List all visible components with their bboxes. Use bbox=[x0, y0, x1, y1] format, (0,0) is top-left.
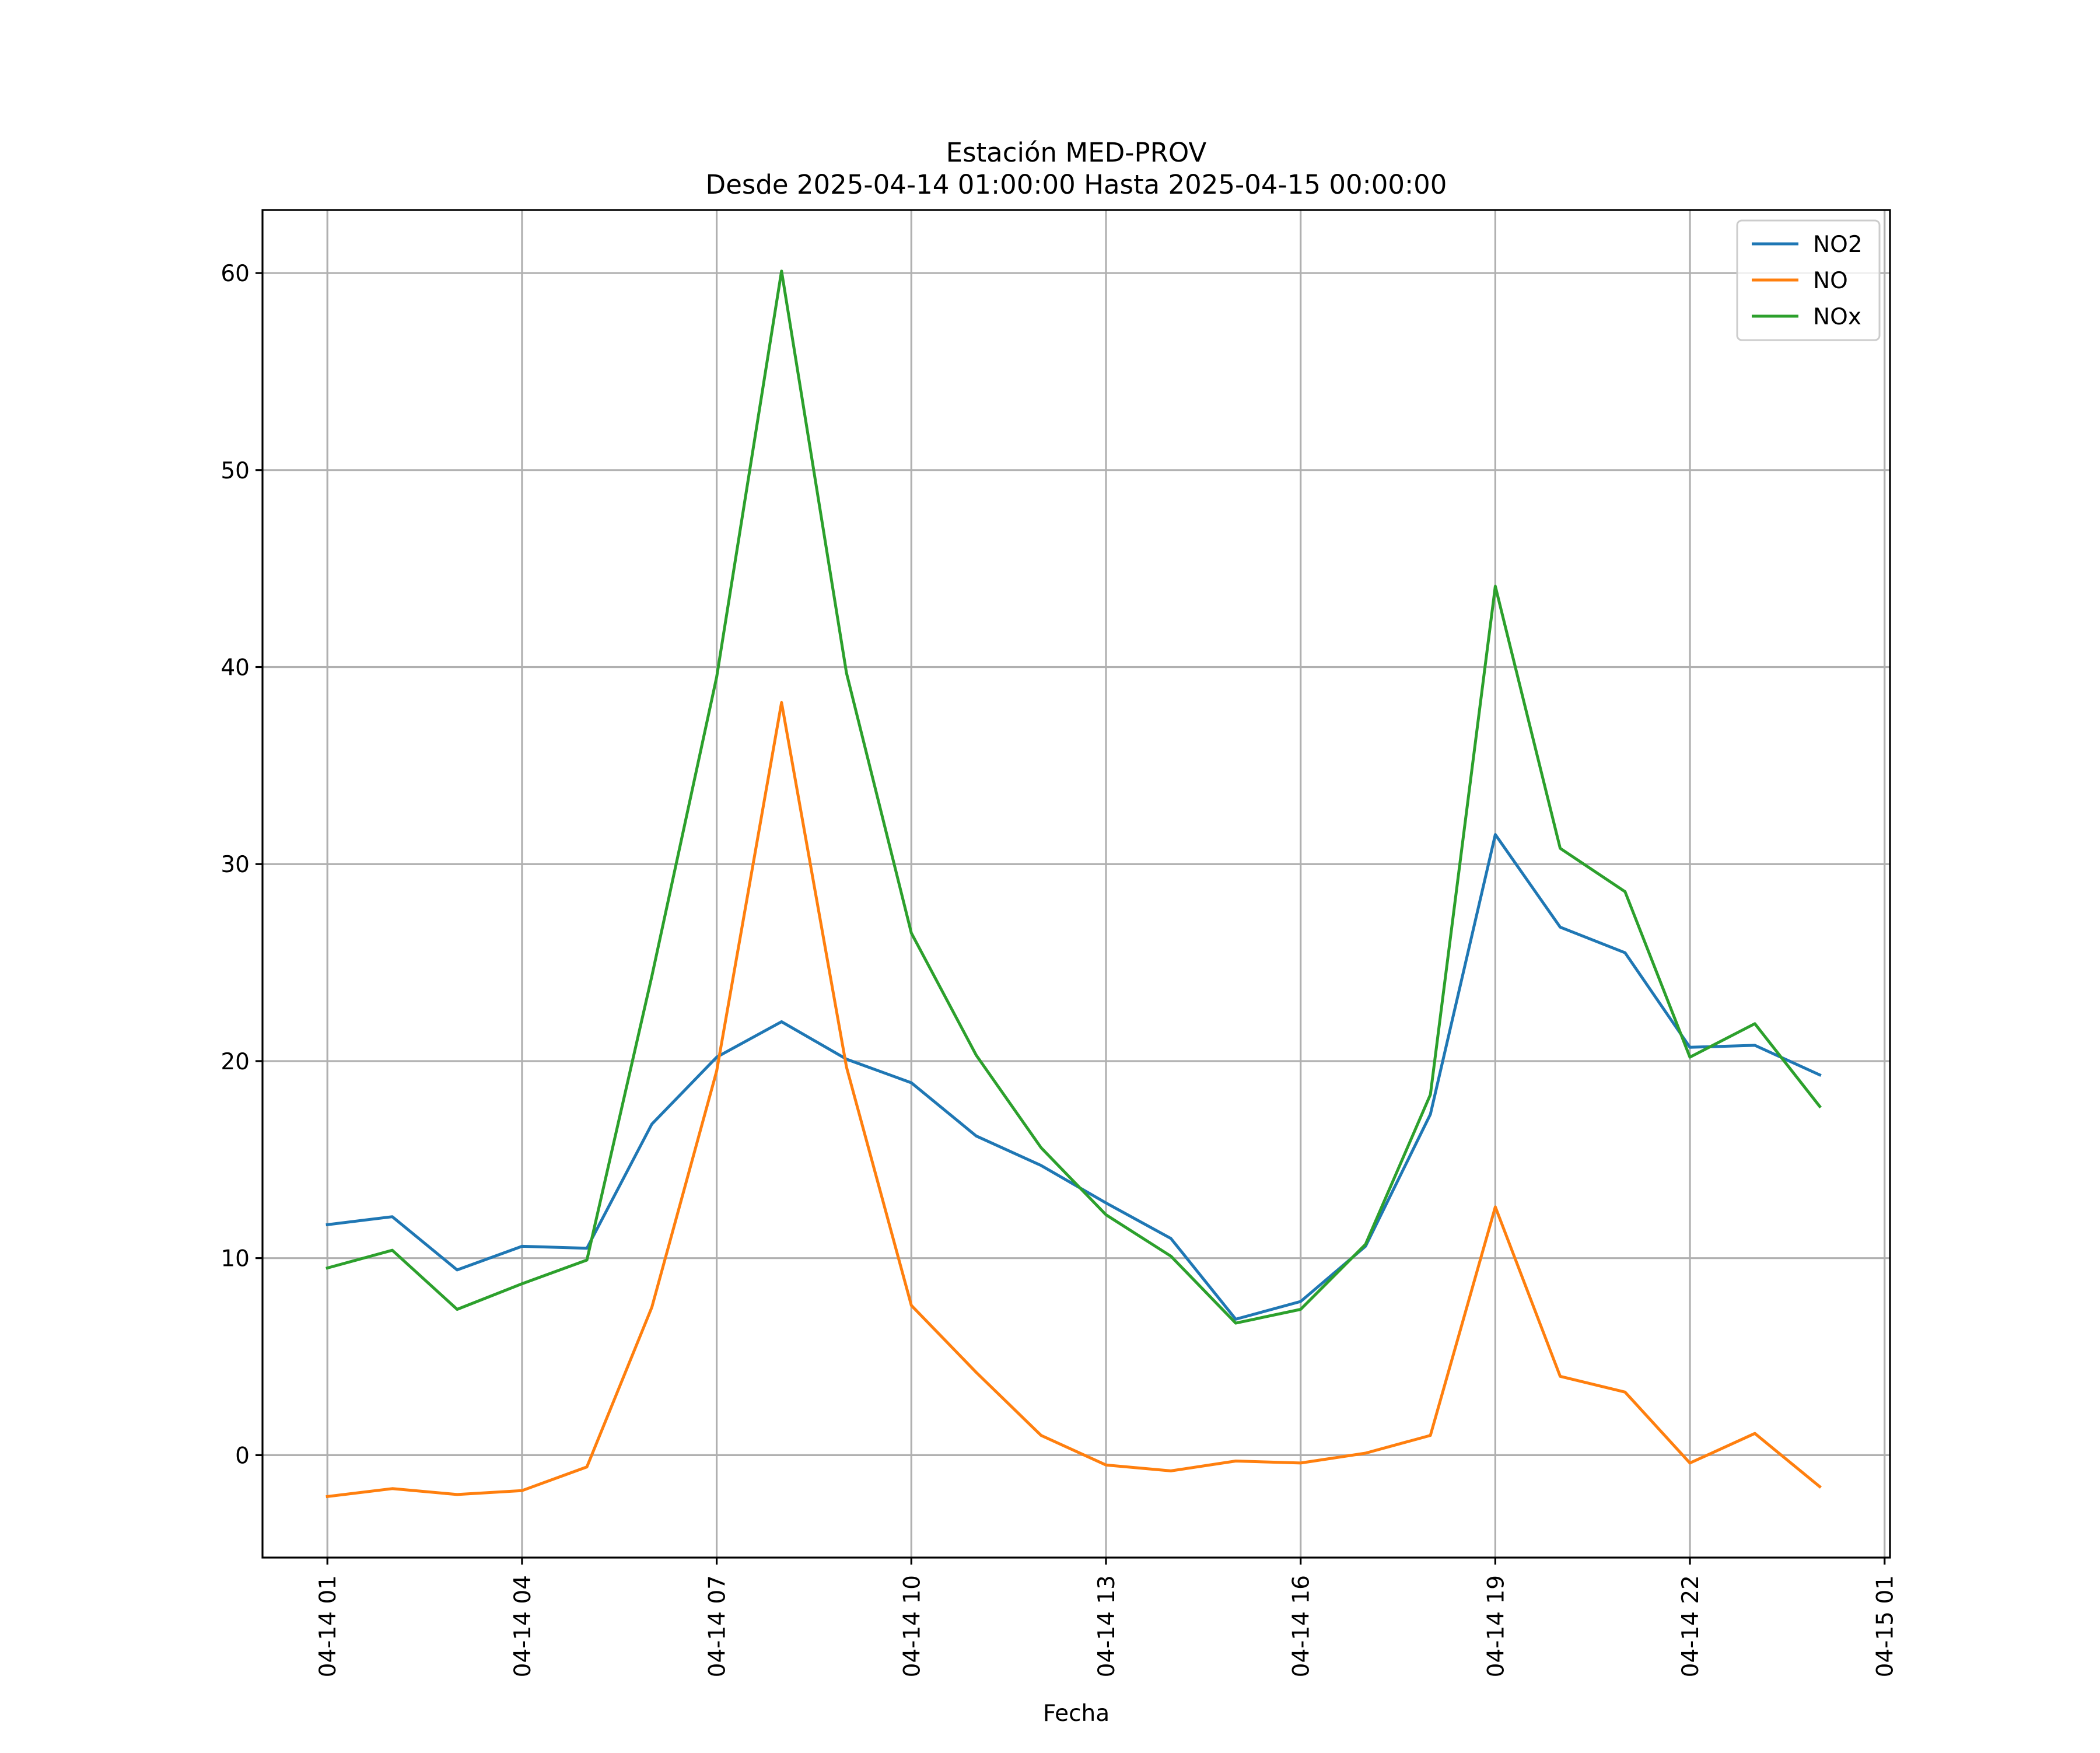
chart-subtitle: Desde 2025-04-14 01:00:00 Hasta 2025-04-… bbox=[706, 169, 1447, 200]
x-tick-label: 04-14 16 bbox=[1289, 1575, 1315, 1677]
x-tick-label: 04-14 22 bbox=[1678, 1575, 1704, 1677]
legend: NO2 NO NOx bbox=[1736, 219, 1881, 341]
y-tick-label: 20 bbox=[220, 1049, 250, 1075]
x-tick-label: 04-14 07 bbox=[705, 1575, 731, 1677]
legend-label-no2: NO2 bbox=[1813, 232, 1863, 258]
legend-label-no: NO bbox=[1813, 268, 1848, 294]
grid-layer bbox=[262, 210, 1890, 1558]
y-tick-label: 40 bbox=[220, 655, 250, 681]
y-tick-label: 30 bbox=[220, 852, 250, 878]
series-line-no2 bbox=[326, 833, 1822, 1321]
tick-layer: 04-14 01 04-14 04 04-14 07 04-14 10 04-14 13… bbox=[220, 261, 1898, 1677]
x-axis-label: Fecha bbox=[1043, 1700, 1110, 1727]
x-tick-label: 04-14 10 bbox=[899, 1575, 925, 1677]
legend-box bbox=[1736, 219, 1881, 341]
x-tick-label: 04-15 01 bbox=[1873, 1575, 1899, 1677]
legend-label-nox: NOx bbox=[1813, 304, 1861, 330]
x-tick-label: 04-14 01 bbox=[315, 1575, 341, 1677]
y-tick-label: 60 bbox=[220, 261, 250, 287]
x-tick-label: 04-14 19 bbox=[1483, 1575, 1509, 1677]
y-tick-label: 50 bbox=[220, 458, 250, 484]
y-tick-label: 10 bbox=[220, 1246, 250, 1272]
chart-title: Estación MED-PROV bbox=[946, 137, 1207, 168]
x-tick-label: 04-14 13 bbox=[1094, 1575, 1120, 1677]
x-tick-label: 04-14 04 bbox=[510, 1575, 536, 1677]
plot-frame bbox=[261, 209, 1891, 1559]
y-tick-label: 0 bbox=[235, 1443, 250, 1469]
series-line-no bbox=[326, 701, 1822, 1499]
series-layer bbox=[326, 270, 1822, 1499]
series-line-nox bbox=[326, 270, 1822, 1325]
